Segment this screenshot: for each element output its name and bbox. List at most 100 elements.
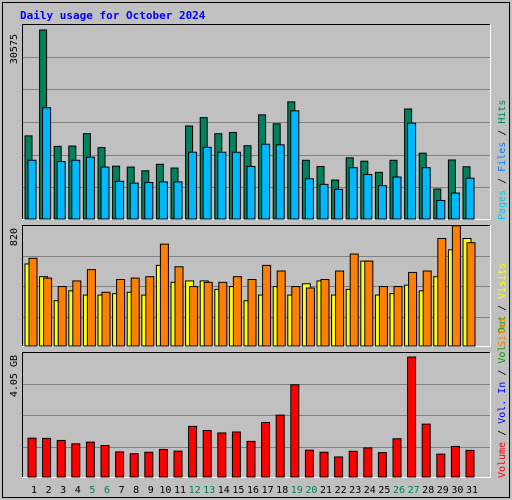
- day-label: 28: [422, 485, 434, 496]
- visits-bar: [378, 286, 388, 347]
- volume-bar: [217, 432, 227, 478]
- legend-entry: Files: [497, 142, 508, 172]
- visits-bar: [189, 286, 199, 347]
- volume-bar: [173, 450, 183, 478]
- volume-bar: [100, 445, 110, 478]
- visits-bar: [276, 270, 286, 347]
- volume-bar: [290, 384, 300, 478]
- files-bar: [129, 182, 139, 220]
- files-bar: [377, 185, 387, 220]
- visits-bar: [408, 271, 418, 347]
- files-bar: [115, 180, 125, 220]
- files-bar: [56, 161, 66, 220]
- day-label: 2: [46, 485, 52, 496]
- legend-entry: /: [497, 124, 508, 142]
- volume-bar: [115, 451, 125, 478]
- visits-bar: [28, 257, 38, 347]
- volume-bar: [129, 453, 139, 478]
- day-label: 30: [451, 485, 463, 496]
- volume-bar: [275, 414, 285, 478]
- legend-entry: /: [497, 364, 508, 382]
- volume-bar: [304, 449, 314, 478]
- day-label: 29: [437, 485, 449, 496]
- files-bar: [27, 159, 37, 220]
- volume-bar: [144, 451, 154, 478]
- visits-bar: [86, 269, 96, 347]
- day-label: 16: [247, 485, 259, 496]
- volume-bar: [421, 423, 431, 478]
- files-bar: [188, 151, 198, 220]
- volume-bar: [407, 356, 417, 478]
- day-label: 31: [466, 485, 478, 496]
- visits-bar: [364, 260, 374, 347]
- volume-bar: [158, 448, 168, 478]
- files-bar: [407, 122, 417, 220]
- visits-bar: [291, 286, 301, 347]
- visits-bar: [43, 277, 53, 347]
- visits-bar: [437, 237, 447, 347]
- visits-bar: [145, 276, 155, 347]
- files-bar: [421, 167, 431, 220]
- legend-entry: /: [497, 299, 508, 317]
- day-label: 13: [203, 485, 215, 496]
- visits-bar: [116, 279, 126, 347]
- files-bar: [71, 159, 81, 220]
- day-label: 10: [159, 485, 171, 496]
- visits-bar: [451, 225, 461, 347]
- files-bar: [275, 144, 285, 220]
- day-label: 27: [408, 485, 420, 496]
- day-label: 9: [148, 485, 154, 496]
- files-bar: [465, 177, 475, 220]
- day-label: 7: [119, 485, 125, 496]
- volume-bar: [319, 451, 329, 478]
- day-label: 3: [60, 485, 66, 496]
- visits-bar: [247, 279, 257, 347]
- volume-bar: [348, 450, 358, 478]
- visits-bar: [320, 279, 330, 347]
- volume-bar: [85, 441, 95, 478]
- right-legend: Volume / Vol. In / Vol. Out: [497, 315, 508, 478]
- volume-bar: [188, 425, 198, 478]
- files-bar: [217, 151, 227, 220]
- panel-volume-max-label: 4.05 GB: [9, 355, 20, 397]
- day-label: 26: [393, 485, 405, 496]
- day-label: 21: [320, 485, 332, 496]
- volume-bar: [377, 452, 387, 478]
- legend-entry: Pages: [497, 190, 508, 220]
- day-label: 11: [174, 485, 186, 496]
- visits-bar: [101, 291, 111, 347]
- visits-bar: [130, 277, 140, 347]
- legend-entry: /: [497, 424, 508, 442]
- day-label: 8: [133, 485, 139, 496]
- day-label: 22: [335, 485, 347, 496]
- volume-bar: [450, 445, 460, 478]
- volume-bar: [27, 437, 37, 478]
- volume-bar: [465, 449, 475, 478]
- files-bar: [85, 156, 95, 220]
- files-bar: [436, 199, 446, 220]
- legend-entry: Hits: [497, 100, 508, 124]
- panel-hits-max-label: 30575: [9, 34, 20, 64]
- files-bar: [173, 181, 183, 220]
- files-bar: [304, 178, 314, 220]
- day-label: 15: [232, 485, 244, 496]
- volume-bar: [334, 456, 344, 478]
- chart-title: Daily usage for October 2024: [20, 9, 206, 22]
- legend-entry: Volume: [497, 442, 508, 478]
- day-label: 25: [378, 485, 390, 496]
- legend-entry: Vol. In: [497, 382, 508, 424]
- files-bar: [363, 173, 373, 220]
- volume-bar: [71, 443, 81, 478]
- files-bar: [158, 181, 168, 220]
- volume-bar: [392, 438, 402, 478]
- legend-entry: Vol. Out: [497, 315, 508, 363]
- day-label: 23: [349, 485, 361, 496]
- visits-bar: [422, 270, 432, 347]
- day-label: 12: [189, 485, 201, 496]
- files-bar: [261, 143, 271, 220]
- files-bar: [319, 183, 329, 220]
- files-bar: [290, 110, 300, 220]
- day-label: 5: [89, 485, 95, 496]
